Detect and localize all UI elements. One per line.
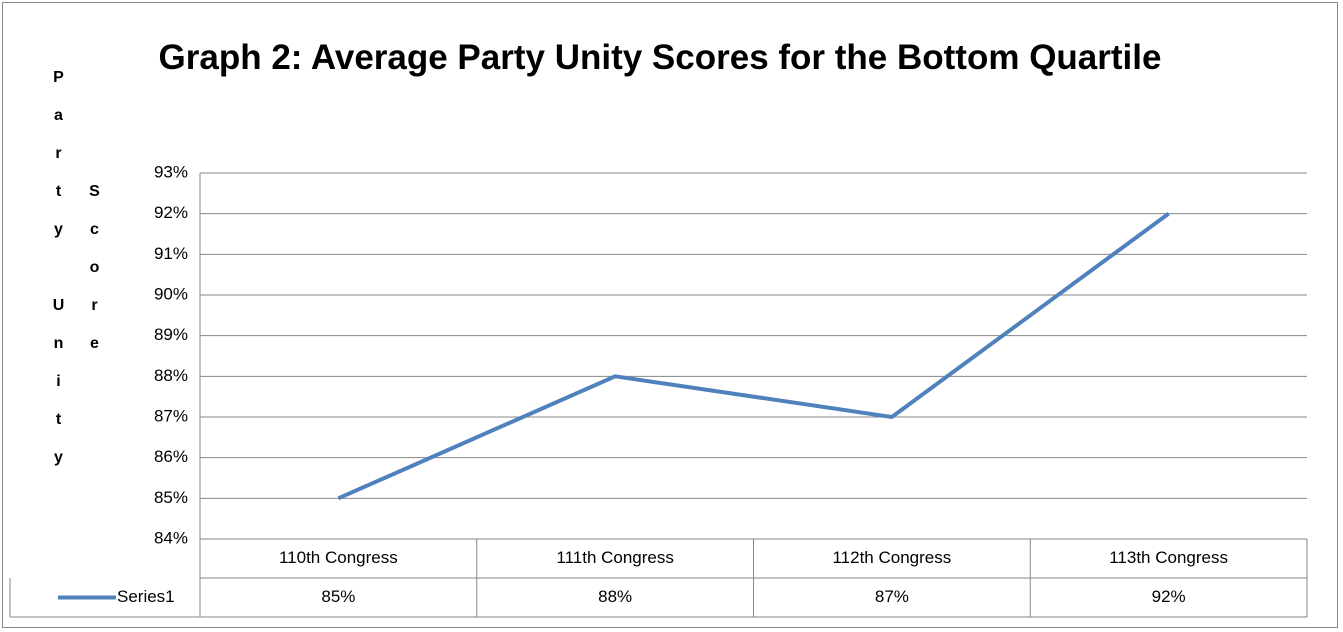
y-tick-label: 87% — [154, 406, 188, 425]
x-tick-label: 110th Congress — [279, 548, 398, 567]
data-table-value: 92% — [1152, 587, 1186, 606]
y-tick-label: 91% — [154, 244, 188, 263]
x-tick-label: 113th Congress — [1109, 548, 1228, 567]
y-tick-label: 85% — [154, 488, 188, 507]
y-tick-label: 86% — [154, 447, 188, 466]
data-table-value: 85% — [321, 587, 355, 606]
chart-title: Graph 2: Average Party Unity Scores for … — [158, 38, 1162, 77]
y-tick-label: 93% — [154, 162, 188, 181]
y-tick-label: 88% — [154, 366, 188, 385]
y-tick-label: 89% — [154, 325, 188, 344]
y-axis-label: Party Unity Score — [50, 69, 103, 487]
y-tick-label: 90% — [154, 284, 188, 303]
x-tick-label: 112th Congress — [832, 548, 951, 567]
data-table-value: 87% — [875, 587, 909, 606]
data-line — [337, 212, 1170, 501]
legend-label: Series1 — [117, 587, 175, 606]
y-tick-label: 92% — [154, 203, 188, 222]
x-tick-label: 111th Congress — [556, 548, 674, 567]
data-table-value: 88% — [598, 587, 632, 606]
y-tick-label: 84% — [154, 528, 188, 547]
